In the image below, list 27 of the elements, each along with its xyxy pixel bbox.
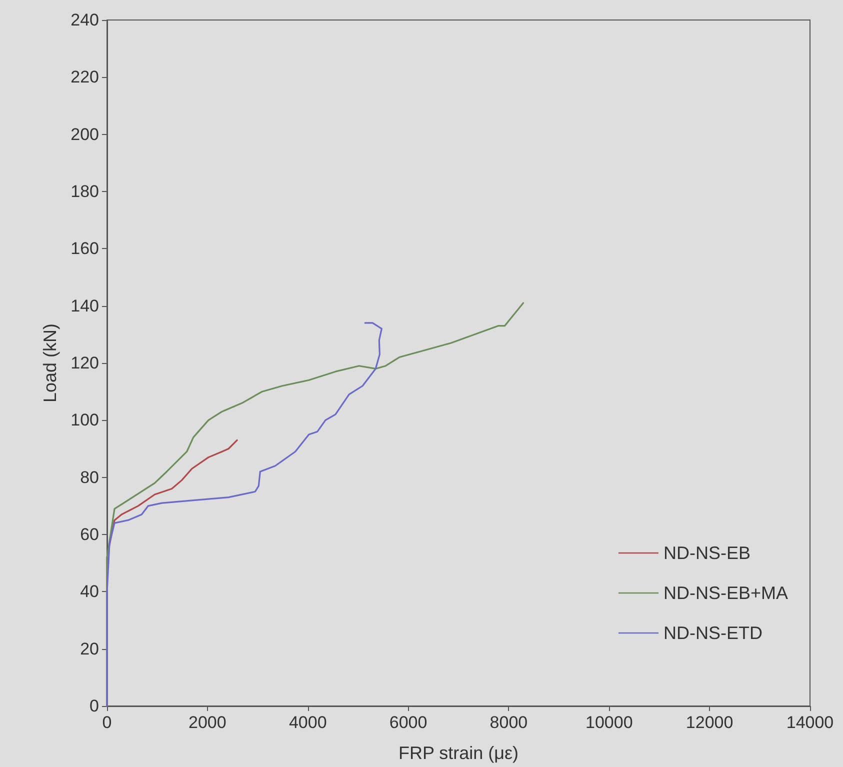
legend-label: ND-NS-EB+MA bbox=[663, 583, 788, 603]
y-tick-label: 200 bbox=[70, 124, 99, 144]
x-tick-label: 4000 bbox=[288, 713, 327, 732]
x-tick-label: 8000 bbox=[490, 713, 528, 732]
x-tick-label: 14000 bbox=[786, 713, 834, 732]
y-tick-label: 0 bbox=[90, 696, 99, 716]
y-tick-label: 160 bbox=[70, 239, 99, 258]
legend-label: ND-NS-ETD bbox=[663, 623, 762, 643]
legend-label: ND-NS-EB bbox=[663, 543, 750, 563]
y-tick-label: 20 bbox=[80, 639, 99, 658]
x-tick-label: 12000 bbox=[686, 713, 734, 732]
y-tick-label: 240 bbox=[70, 10, 99, 30]
y-axis-title: Load (kN) bbox=[40, 323, 60, 403]
x-axis-title: FRP strain (με) bbox=[398, 743, 519, 763]
x-tick-label: 10000 bbox=[586, 713, 633, 732]
line-series bbox=[106, 322, 382, 707]
y-tick-label: 140 bbox=[70, 296, 99, 316]
y-tick-label: 40 bbox=[80, 582, 99, 602]
y-tick-label: 100 bbox=[70, 410, 99, 430]
y-tick-label: 80 bbox=[80, 468, 99, 487]
y-tick-label: 60 bbox=[80, 525, 99, 544]
x-tick-label: 2000 bbox=[188, 713, 226, 732]
x-tick-label: 0 bbox=[102, 713, 112, 732]
y-tick-label: 120 bbox=[70, 354, 99, 372]
y-tick-label: 220 bbox=[70, 68, 99, 87]
x-tick-label: 6000 bbox=[389, 713, 428, 732]
y-tick-label: 180 bbox=[70, 182, 99, 201]
